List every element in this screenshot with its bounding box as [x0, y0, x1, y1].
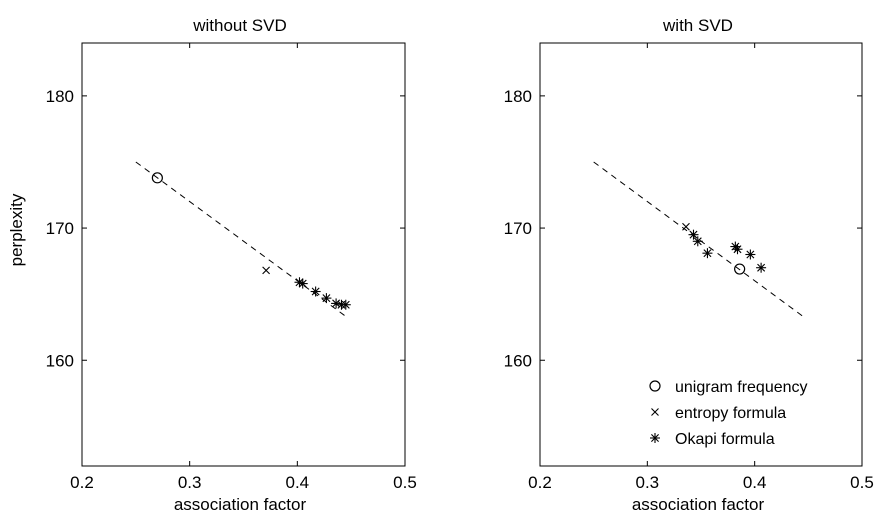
- legend-item-asterisk: Okapi formula: [650, 431, 775, 448]
- marker-asterisk-2-4: [732, 244, 743, 255]
- y-tick-label: 170: [504, 219, 532, 238]
- y-tick-label: 180: [46, 87, 74, 106]
- marker-asterisk-stroke: [651, 434, 659, 442]
- legend-item-circle: unigram frequency: [649, 379, 808, 396]
- marker-x-legend-1: [651, 408, 659, 416]
- marker-asterisk-2-3: [321, 293, 332, 304]
- marker-asterisk-stroke: [703, 249, 712, 258]
- y-tick-label: 170: [46, 219, 74, 238]
- marker-x-1-0: [262, 266, 270, 275]
- legend-label: unigram frequency: [675, 379, 808, 396]
- marker-asterisk-stroke: [295, 278, 304, 287]
- marker-x-1-0: [682, 222, 690, 231]
- marker-asterisk-stroke: [689, 230, 698, 239]
- marker-asterisk-stroke: [746, 250, 755, 259]
- legend-label: entropy formula: [675, 405, 786, 422]
- legend: unigram frequency entropy formula Okapi fo…: [649, 379, 808, 448]
- y-tick-label: 160: [46, 351, 74, 370]
- marker-asterisk-2-0: [688, 229, 699, 240]
- marker-asterisk-2-6: [340, 299, 351, 310]
- x-axis-label: association factor: [174, 495, 307, 514]
- x-axis-label: association factor: [632, 495, 765, 514]
- legend-label: Okapi formula: [675, 431, 775, 448]
- marker-asterisk-stroke: [757, 263, 766, 272]
- panel-with-svd: with SVD association factor 0.2 0.3 0.4 0.5…: [504, 16, 874, 514]
- marker-asterisk-stroke: [311, 287, 320, 296]
- marker-asterisk-stroke: [322, 294, 331, 303]
- marker-circle-legend-0: [649, 380, 661, 392]
- marker-x-stroke: [651, 408, 659, 416]
- x-tick-label: 0.5: [850, 473, 874, 492]
- marker-asterisk-2-1: [297, 278, 308, 289]
- chart-title: without SVD: [192, 16, 287, 35]
- legend-item-x: entropy formula: [651, 405, 786, 422]
- chart-title: with SVD: [662, 16, 733, 35]
- marker-asterisk-2-1: [692, 236, 703, 247]
- marker-asterisk-stroke: [693, 237, 702, 246]
- marker-asterisk-2-2: [702, 248, 713, 259]
- marker-x-stroke: [682, 222, 690, 231]
- plot-frame: [539, 42, 863, 467]
- marker-asterisk-stroke: [298, 279, 307, 288]
- marker-x-stroke: [262, 266, 270, 275]
- marker-asterisk-stroke: [341, 300, 350, 309]
- x-tick-label: 0.3: [636, 473, 660, 492]
- marker-asterisk-stroke: [733, 245, 742, 254]
- marker-circle-0-0: [734, 263, 746, 275]
- marker-asterisk-2-5: [745, 249, 756, 260]
- marker-asterisk-2-6: [756, 262, 767, 273]
- marker-asterisk-legend-2: [650, 433, 660, 443]
- y-tick-label: 160: [504, 351, 532, 370]
- plot-frame: [81, 42, 406, 467]
- x-tick-label: 0.4: [286, 473, 310, 492]
- marker-circle-0-0: [151, 172, 163, 184]
- x-tick-label: 0.2: [528, 473, 552, 492]
- y-axis-label: perplexity: [7, 193, 26, 266]
- marker-asterisk-2-2: [310, 286, 321, 297]
- x-tick-label: 0.4: [743, 473, 767, 492]
- panel-without-svd: without SVD association factor perplexit…: [7, 16, 417, 514]
- x-tick-label: 0.3: [178, 473, 202, 492]
- y-tick-label: 180: [504, 87, 532, 106]
- x-tick-label: 0.2: [70, 473, 94, 492]
- x-tick-label: 0.5: [393, 473, 417, 492]
